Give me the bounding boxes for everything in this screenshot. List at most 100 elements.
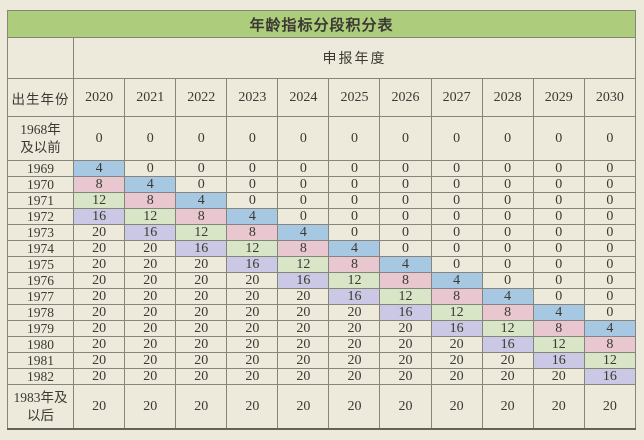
score-cell: 0 [583,176,637,193]
score-cell: 20 [277,288,330,305]
score-cell: 0 [175,116,228,161]
score-cell: 4 [532,304,585,321]
score-cell: 0 [328,208,381,225]
score-cell: 20 [175,304,228,321]
score-cell: 8 [532,320,585,337]
score-cell: 0 [175,176,228,193]
score-cell: 16 [430,320,483,337]
score-cell: 20 [175,256,228,273]
score-cell: 20 [277,368,330,385]
score-cell: 20 [277,352,330,369]
year-column-header: 2026 [379,78,432,117]
score-cell: 0 [583,116,637,161]
score-cell: 16 [583,368,637,385]
score-cell: 20 [430,368,483,385]
score-cell: 20 [532,384,585,430]
score-cell: 8 [124,192,177,209]
score-cell: 0 [430,208,483,225]
score-cell: 8 [328,256,381,273]
score-cell: 20 [277,304,330,321]
score-cell: 20 [328,384,381,430]
score-cell: 12 [226,240,279,257]
score-cell: 16 [481,336,534,353]
score-cell: 12 [73,192,126,209]
score-cell: 20 [124,352,177,369]
table-row: 1970 8 4 0 0 0 0 0 0 0 0 0 [6,176,637,193]
score-cell: 0 [583,208,637,225]
score-cell: 20 [73,224,126,241]
score-cell: 0 [481,176,534,193]
score-cell: 4 [430,272,483,289]
score-cell: 0 [481,116,534,161]
score-cell: 0 [277,176,330,193]
score-cell: 20 [124,336,177,353]
table-row: 1980 20 20 20 20 20 20 20 20 16 12 8 [6,336,637,353]
score-cell: 0 [583,160,637,177]
score-cell: 4 [481,288,534,305]
score-cell: 0 [379,192,432,209]
score-cell: 0 [583,288,637,305]
score-cell: 20 [226,304,279,321]
score-cell: 20 [328,352,381,369]
score-cell: 0 [481,208,534,225]
score-cell: 0 [328,224,381,241]
score-cell: 20 [124,288,177,305]
score-cell: 20 [175,368,228,385]
corner-cell [6,37,75,79]
score-cell: 16 [124,224,177,241]
score-cell: 16 [328,288,381,305]
score-cell: 20 [73,240,126,257]
score-cell: 20 [124,304,177,321]
score-cell: 0 [226,116,279,161]
birth-year-label: 1970 [6,176,75,193]
age-score-table: 年龄指标分段积分表 申报年度 出生年份 2020 2021 2022 2023 2024… [6,10,637,430]
score-cell: 0 [277,116,330,161]
table-row: 1982 20 20 20 20 20 20 20 20 20 20 16 [6,368,637,385]
score-cell: 4 [175,192,228,209]
score-cell: 0 [226,192,279,209]
birth-year-label: 1972 [6,208,75,225]
score-cell: 0 [583,272,637,289]
score-cell: 12 [328,272,381,289]
score-cell: 20 [430,384,483,430]
score-cell: 16 [277,272,330,289]
score-cell: 20 [73,368,126,385]
score-cell: 0 [277,160,330,177]
score-cell: 20 [226,336,279,353]
score-cell: 0 [328,192,381,209]
score-cell: 20 [124,320,177,337]
score-cell: 0 [430,192,483,209]
score-cell: 20 [175,336,228,353]
score-cell: 0 [532,192,585,209]
score-cell: 20 [73,336,126,353]
score-cell: 20 [481,368,534,385]
score-cell: 20 [73,256,126,273]
score-cell: 0 [379,176,432,193]
score-cell: 20 [226,320,279,337]
score-cell: 20 [175,352,228,369]
birth-year-label: 1975 [6,256,75,273]
score-cell: 20 [226,272,279,289]
score-cell: 0 [430,224,483,241]
score-cell: 0 [532,240,585,257]
birth-year-label: 1978 [6,304,75,321]
score-cell: 0 [532,224,585,241]
score-cell: 0 [481,256,534,273]
score-cell: 0 [430,176,483,193]
score-cell: 8 [175,208,228,225]
score-cell: 20 [124,256,177,273]
score-cell: 20 [379,336,432,353]
score-cell: 4 [379,256,432,273]
score-cell: 0 [532,208,585,225]
birth-year-label: 1977 [6,288,75,305]
table-row: 1972 16 12 8 4 0 0 0 0 0 0 0 [6,208,637,225]
score-cell: 20 [481,352,534,369]
birth-year-label: 1976 [6,272,75,289]
score-cell: 0 [532,256,585,273]
score-cell: 20 [73,384,126,430]
score-cell: 0 [532,272,585,289]
score-cell: 20 [175,288,228,305]
year-column-header: 2023 [226,78,279,117]
year-column-header: 2027 [430,78,483,117]
